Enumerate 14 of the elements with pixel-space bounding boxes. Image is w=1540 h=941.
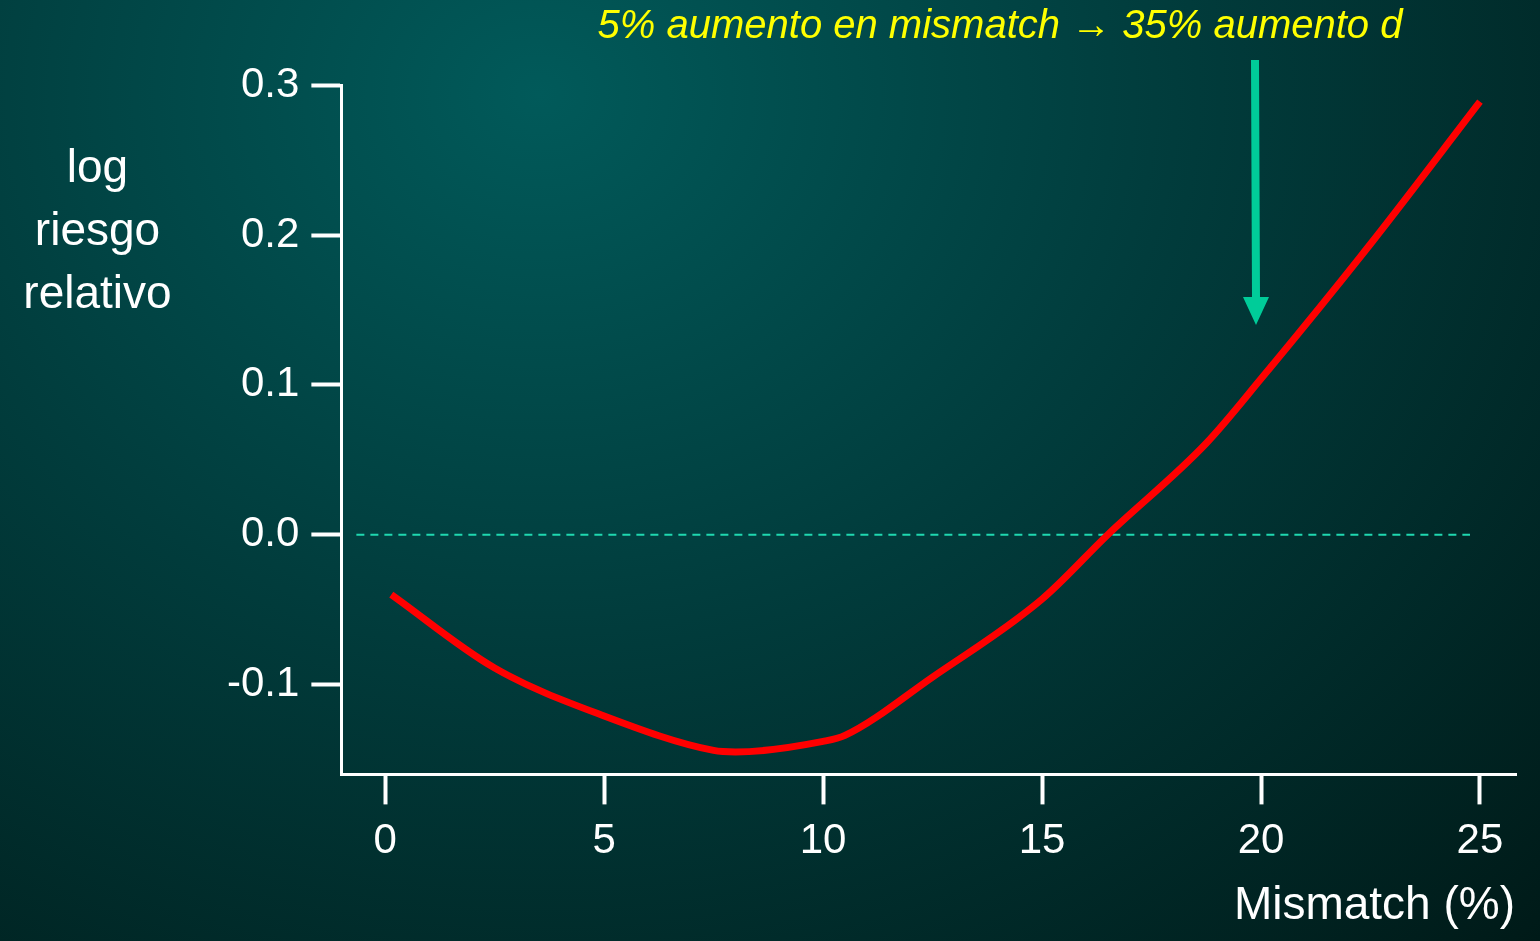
- y-tick-label: 0.0: [240, 508, 300, 556]
- y-tick-label: 0.2: [240, 208, 300, 256]
- chart-title: 5% aumento en mismatch → 35% aumento d: [596, 1, 1405, 48]
- y-tick-label: 0.1: [240, 358, 300, 406]
- x-tick-label: 15: [1018, 815, 1066, 863]
- x-tick-label: 5: [592, 815, 616, 863]
- x-tick-label: 20: [1237, 815, 1285, 863]
- x-tick-label: 10: [799, 815, 847, 863]
- y-tick-label: -0.1: [227, 658, 300, 706]
- y-tick-label: 0.3: [240, 58, 300, 106]
- x-axis-title: Mismatch (%): [1233, 877, 1515, 930]
- x-tick-label: 25: [1456, 815, 1504, 863]
- y-axis-title: log riesgo relativo: [22, 139, 173, 320]
- x-tick-label: 0: [373, 815, 397, 863]
